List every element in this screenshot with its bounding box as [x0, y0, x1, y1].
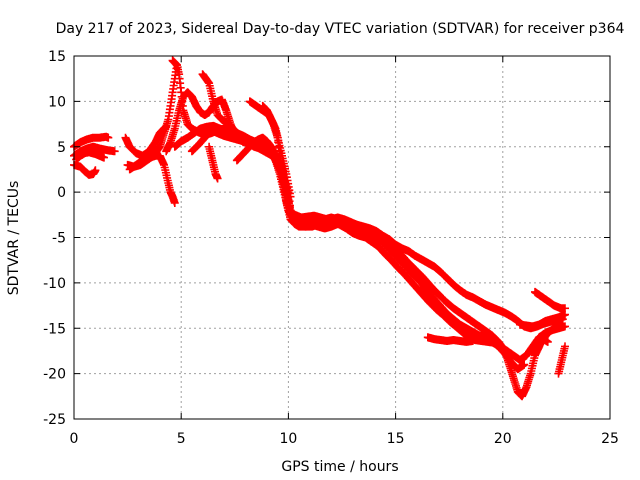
x-tick-label: 20 — [494, 431, 512, 447]
plus-markers — [554, 342, 569, 378]
series-trace-14 — [205, 142, 222, 183]
x-tick-labels: 0 5 10 15 20 25 — [70, 431, 619, 447]
plus-markers — [205, 142, 222, 183]
series-trace-21 — [423, 333, 477, 346]
plus-markers — [125, 151, 179, 207]
y-tick-label: 15 — [48, 49, 66, 65]
x-axis-label: GPS time / hours — [281, 459, 398, 475]
plus-markers — [423, 333, 477, 346]
y-tick-label: 5 — [57, 140, 66, 156]
x-tick-label: 25 — [601, 431, 619, 447]
x-tick-label: 15 — [387, 431, 405, 447]
x-tick-label: 10 — [279, 431, 297, 447]
series-trace-25 — [554, 342, 569, 378]
y-tick-labels: 15 10 5 0 -5 -10 -15 -20 -25 — [43, 49, 66, 428]
axis-ticks — [73, 55, 611, 420]
x-tick-label: 5 — [177, 431, 186, 447]
plus-markers — [72, 148, 108, 164]
plus-markers — [526, 335, 552, 355]
y-tick-label: -25 — [43, 412, 66, 428]
y-tick-label: -5 — [52, 231, 66, 247]
y-tick-label: -10 — [43, 276, 66, 292]
series-trace-4 — [72, 148, 108, 164]
y-tick-label: -15 — [43, 321, 66, 337]
series-trace-22 — [516, 310, 569, 331]
series-trace-24 — [526, 335, 552, 355]
y-axis-label: SDTVAR / TECUs — [6, 181, 22, 296]
y-tick-label: -20 — [43, 367, 66, 383]
y-tick-label: 10 — [48, 94, 66, 110]
y-tick-label: 0 — [57, 185, 66, 201]
x-tick-label: 0 — [70, 431, 79, 447]
plus-markers — [516, 310, 569, 331]
plus-markers — [531, 287, 569, 313]
chart-title: Day 217 of 2023, Sidereal Day-to-day VTE… — [56, 21, 625, 37]
series-trace-23 — [531, 287, 569, 313]
series-trace-7 — [125, 151, 179, 207]
